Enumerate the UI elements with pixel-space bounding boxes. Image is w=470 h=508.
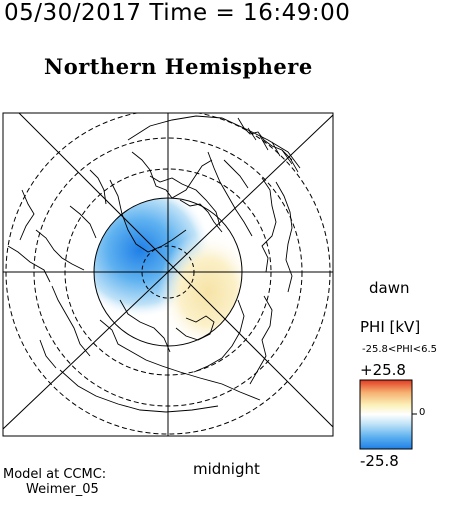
map-frame xyxy=(2,112,334,437)
coastlines xyxy=(7,115,301,413)
plot-title: Northern Hemisphere xyxy=(44,54,313,79)
midnight-label: midnight xyxy=(193,460,260,478)
colorbar-range-label: -25.8<PHI<6.5 xyxy=(362,344,438,355)
colorbar-zero-label: 0 xyxy=(419,407,426,418)
date-time-header: 05/30/2017 Time = 16:49:00 xyxy=(4,0,351,26)
colorbar-min-label: -25.8 xyxy=(360,452,399,470)
colorbar-quantity-label: PHI [kV] xyxy=(360,318,421,336)
colorbar-max-label: +25.8 xyxy=(360,361,406,379)
coastline-details xyxy=(247,127,299,173)
model-name: Weimer_05 xyxy=(26,482,99,497)
colorbar xyxy=(359,379,413,450)
model-credit: Model at CCMC: xyxy=(3,467,107,482)
dawn-label: dawn xyxy=(369,279,410,297)
potential-pattern xyxy=(94,198,242,346)
meridian-lines xyxy=(3,113,333,436)
